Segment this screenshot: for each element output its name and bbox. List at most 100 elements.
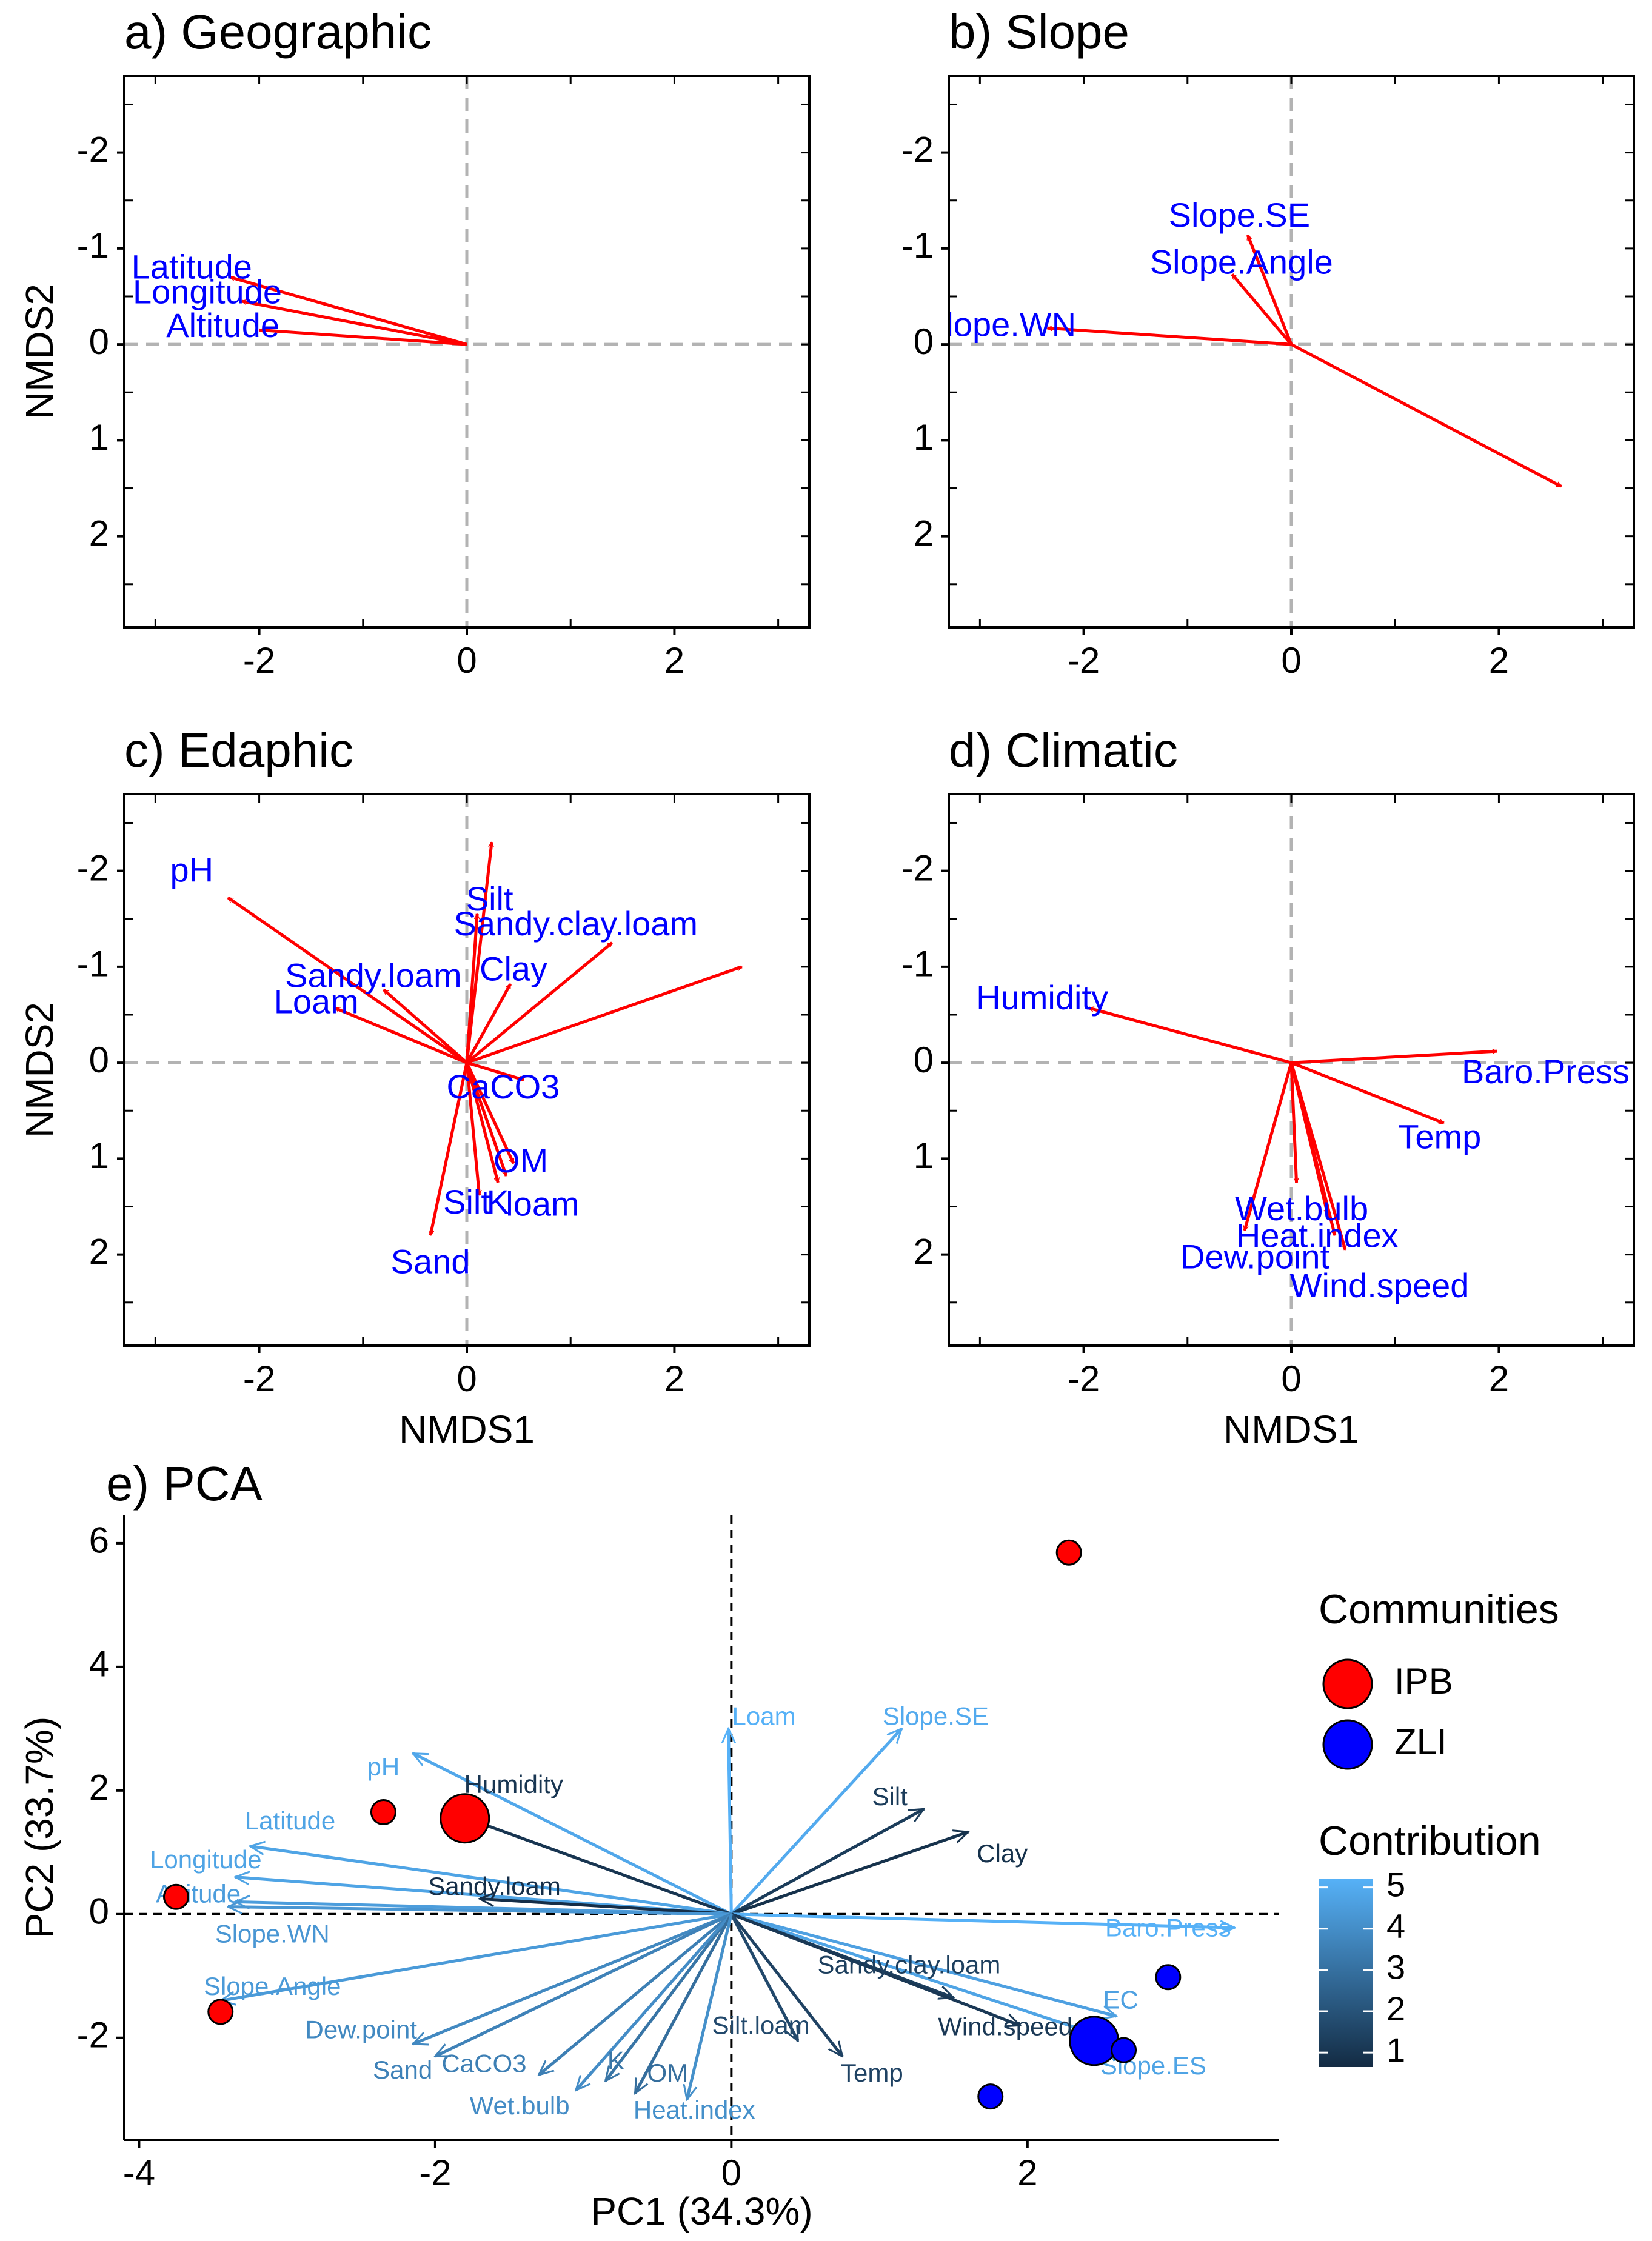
pca-vector-label: Sand — [373, 2056, 432, 2084]
colorbar-tick-label: 1 — [1386, 2031, 1405, 2069]
y-tick-label: 0 — [89, 1891, 109, 1932]
vector-layer: pHSiltSandy.clay.loamClaySandy.loamLoamC… — [170, 842, 741, 1280]
x-tick-label: 0 — [721, 2152, 741, 2193]
vector-arrow — [1291, 1061, 1444, 1125]
legend-key-zli — [1322, 1719, 1373, 1770]
x-tick-label: 0 — [1281, 1358, 1301, 1399]
vector-arrow — [1048, 328, 1292, 346]
pca-vector-arrow — [435, 1912, 732, 2058]
point-ipb — [162, 1883, 189, 1910]
pca-vector-arrow — [731, 1912, 1116, 2016]
vector-label: K — [487, 1183, 509, 1221]
x-tick-label: -2 — [1068, 1358, 1100, 1399]
pca-vector-arrow — [221, 1912, 732, 2001]
point-zli — [1155, 1964, 1182, 1991]
pca-vector-label: K — [607, 2046, 624, 2075]
y-tick-label: -1 — [901, 944, 934, 984]
pca-vector-label: Longitude — [150, 1845, 262, 1874]
x-tick-label: -2 — [419, 2152, 451, 2193]
pca-vector-label: EC — [1103, 1986, 1138, 2014]
legend-key-ipb — [1322, 1658, 1373, 1709]
y-tick-label: -1 — [77, 944, 109, 984]
point-ipb — [1055, 1539, 1082, 1566]
vector-arrow — [465, 842, 492, 1063]
pca-vector-arrow — [576, 1913, 733, 2091]
pca-vector-arrow — [480, 1899, 732, 1916]
vector-label: lope.WN — [946, 305, 1076, 343]
vector-label: Sand — [391, 1242, 470, 1280]
pca-vector-label: Slope.WN — [215, 1920, 330, 1948]
y-tick-label: -1 — [77, 225, 109, 266]
x-tick-label: 2 — [1489, 640, 1509, 681]
x-tick-label: 2 — [1489, 1358, 1509, 1399]
y-tick-label: 2 — [89, 513, 109, 553]
x-tick-label: 0 — [456, 640, 477, 681]
pca-vector-label: CaCO3 — [441, 2049, 526, 2078]
pca-vector-label: Temp — [841, 2059, 903, 2087]
y-tick-label: 0 — [914, 1040, 934, 1080]
pca-vector-label: Baro.Press — [1105, 1913, 1231, 1942]
pca-vector-label: pH — [367, 1752, 400, 1781]
vector-arrow — [383, 988, 468, 1064]
vector-arrow — [465, 1062, 515, 1163]
vector-label: Clay — [480, 950, 547, 988]
x-tick-label: -4 — [123, 2152, 155, 2193]
pca-vector-label: Slope.SE — [883, 1702, 989, 1731]
y-axis-label: NMDS2 — [18, 284, 61, 419]
panel-title: d) Climatic — [949, 723, 1178, 777]
vector-label: Sandy.clay.loam — [453, 904, 698, 943]
point-ipb — [370, 1799, 396, 1826]
vector-label: Baro.Press — [1462, 1052, 1630, 1090]
colorbar-tick-label: 2 — [1386, 1989, 1405, 2028]
pca-vector-arrow — [728, 1729, 731, 1914]
y-tick-label: -2 — [77, 847, 109, 888]
pca-vector-arrow — [250, 1846, 732, 1916]
pca-vector-arrow — [539, 1912, 732, 2075]
y-tick-label: -2 — [901, 129, 934, 170]
pca-vector-label: Loam — [732, 1702, 796, 1731]
vector-label: Altitude — [166, 306, 279, 344]
legend-label: ZLI — [1394, 1722, 1447, 1762]
panel-title: c) Edaphic — [124, 723, 353, 777]
x-tick-label: 0 — [456, 1358, 477, 1399]
pca-vector-label: Dew.point — [306, 2016, 418, 2044]
vector-arrow — [466, 1061, 524, 1080]
y-tick-label: 1 — [914, 417, 934, 458]
y-tick-label: 1 — [89, 417, 109, 458]
pca-vector-arrow — [731, 1912, 1116, 2041]
pca-vector-arrow — [730, 1913, 800, 2041]
vector-label: Wet.bulb — [1235, 1189, 1368, 1227]
panel-title: b) Slope — [949, 5, 1129, 59]
panel-c-edaphic: c) EdaphicpHSiltSandy.clay.loamClaySandy… — [18, 723, 811, 1451]
pca-vector-arrow — [731, 1832, 968, 1916]
pca-vector-arrow — [687, 1914, 733, 2100]
vector-label: pH — [170, 851, 213, 889]
vector-arrow — [465, 983, 512, 1064]
pca-vector-arrow — [228, 1907, 732, 1916]
vector-arrow — [466, 965, 742, 1064]
pca-vector-arrow — [730, 1729, 901, 1915]
colorbar-tick-label: 5 — [1386, 1865, 1405, 1903]
vector-label: Dew.point — [1180, 1237, 1329, 1275]
pca-vector-label: Wet.bulb — [470, 2091, 570, 2120]
pca-vector-label: Latitude — [245, 1806, 335, 1835]
pca-vector-label: OM — [647, 2059, 688, 2087]
vector-arrow — [430, 1062, 469, 1235]
y-tick-label: -2 — [77, 2015, 109, 2056]
x-axis-label: NMDS1 — [1223, 1408, 1359, 1451]
y-tick-label: 2 — [914, 513, 934, 553]
vector-label: Longitude — [133, 273, 282, 311]
vector-arrow — [1289, 1063, 1297, 1183]
y-tick-label: -1 — [901, 225, 934, 266]
pca-vector-arrow — [450, 1812, 732, 1916]
y-tick-label: -2 — [901, 847, 934, 888]
vector-label: Temp — [1398, 1118, 1481, 1156]
vector-arrow — [241, 301, 467, 346]
pca-vector-arrow — [413, 1912, 732, 2044]
vector-arrow — [465, 1062, 508, 1176]
vector-label: Latitude — [132, 247, 252, 286]
panel-d-climatic: d) Climatic Humidity Baro.Press Temp Wet.bul… — [901, 723, 1635, 1451]
